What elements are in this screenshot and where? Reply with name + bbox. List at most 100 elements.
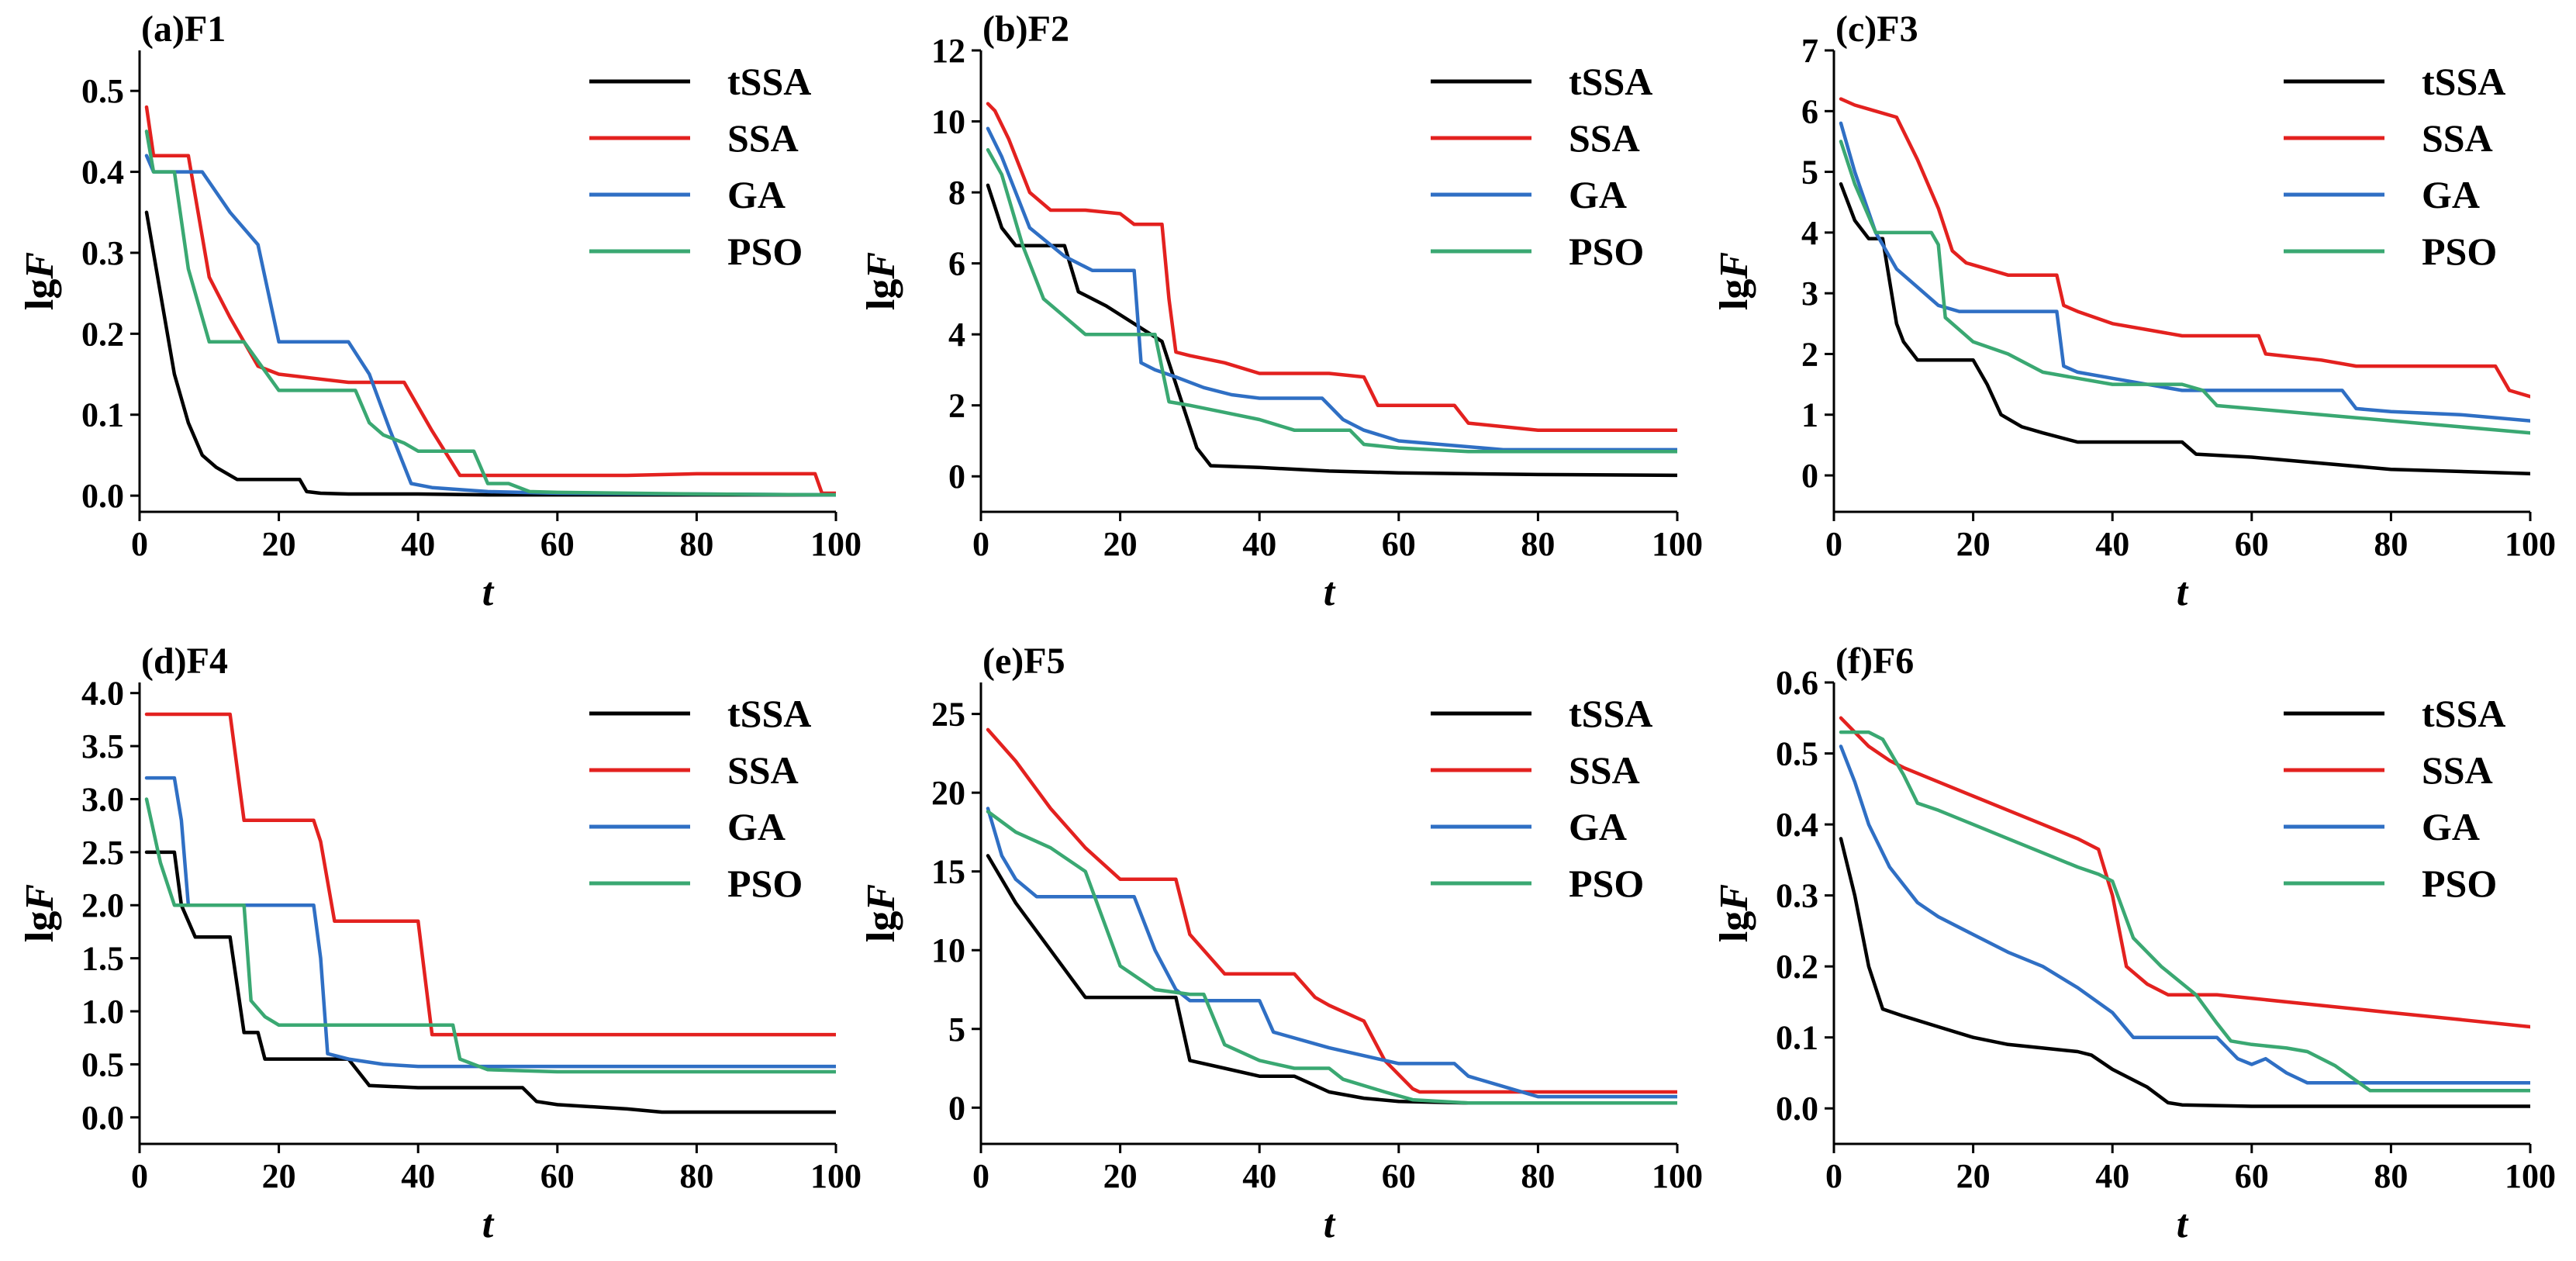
chart-6-ylabel: lgF [1712,884,1756,942]
chart-3-series-ssa [1839,97,2530,399]
chart-6-xtick-label: 100 [2505,1157,2556,1195]
chart-2-xtick-label: 40 [1242,525,1276,563]
chart-3-legend-label-tssa: tSSA [2422,60,2505,103]
chart-1-series-ga [144,154,836,497]
chart-2-legend-label-pso: PSO [1569,230,1644,273]
chart-5-series-group [986,727,1677,1105]
chart-5-series-ga [986,807,1677,1099]
chart-6-xtick-label: 60 [2235,1157,2269,1195]
chart-2-legend-label-tssa: tSSA [1569,60,1652,103]
chart-4-ytick-label: 0.5 [81,1045,124,1083]
chart-4: 0 20 40 60 80 100 0.0 0.5 1.0 1.5 2.0 2.5 3.0 3.5 4.0 (… [18,641,862,1246]
chart-2-ylabel-var: F [859,252,903,280]
chart-5-xtick-label: 100 [1652,1157,1703,1195]
chart-5-ytick-label: 25 [931,696,965,734]
chart-4-xtick-label: 20 [262,1157,296,1195]
chart-6: 0 20 40 60 80 100 0.0 0.1 0.2 0.3 0.4 0.5 0.6 (f)F6 t l… [1712,641,2556,1246]
chart-4-series-ga [144,776,836,1069]
chart-5-xtick-label: 80 [1521,1157,1555,1195]
chart-4-ylabel: lgF [18,884,62,942]
chart-5-legend-label-pso: PSO [1569,862,1644,905]
chart-6-xtick-label: 40 [2095,1157,2129,1195]
chart-2-legend-label-ssa: SSA [1569,116,1640,160]
chart-2-title: (b)F2 [982,9,1069,50]
chart-6-legend-label-pso: PSO [2422,862,2497,905]
chart-5-legend-label-ga: GA [1569,805,1627,848]
chart-5-series-pso [986,810,1677,1105]
chart-6-legend-label-ssa: SSA [2422,748,2493,792]
chart-4-legend-label-pso: PSO [727,862,803,905]
chart-4-xtick-label: 40 [401,1157,435,1195]
chart-3-ytick-label: 4 [1801,214,1818,252]
chart-1-ylabel: lgF [18,252,62,310]
chart-2-xtick-label: 60 [1382,525,1416,563]
chart-6-xlabel: t [2177,1202,2189,1246]
chart-3-ylabel-prefix: lg [1712,279,1756,310]
chart-2-xtick-label: 20 [1103,525,1138,563]
chart-5-legend: tSSA SSA GA PSO [1431,692,1652,905]
chart-5-ytick-label: 15 [931,853,965,891]
chart-5-ytick-label: 20 [931,774,965,812]
chart-1-xtick-label: 0 [131,525,148,563]
chart-3-ytick-label: 1 [1801,396,1818,434]
chart-4-series-ssa [144,712,836,1037]
chart-2-ytick-label: 10 [931,103,965,141]
chart-5-xtick-label: 60 [1382,1157,1416,1195]
chart-2-xlabel: t [1324,570,1336,614]
chart-1-legend-label-ga: GA [727,173,786,216]
chart-3-xtick-label: 80 [2374,525,2408,563]
chart-4-legend-label-ga: GA [727,805,786,848]
chart-6-ytick-label: 0.5 [1776,735,1818,773]
chart-3-ytick-label: 6 [1801,92,1818,130]
chart-4-series-tssa [144,850,836,1114]
chart-1-ytick-label: 0.2 [81,315,124,353]
chart-2-xtick-label: 100 [1652,525,1703,563]
chart-2-series-pso [986,147,1677,454]
chart-5-legend-label-ssa: SSA [1569,748,1640,792]
chart-3-ytick-label: 3 [1801,275,1818,313]
chart-1-legend: tSSA SSA GA PSO [589,60,811,273]
chart-4-xtick-label: 0 [131,1157,148,1195]
chart-4-ytick-label: 0.0 [81,1099,124,1137]
chart-1-title: (a)F1 [141,9,226,50]
chart-3-xlabel: t [2177,570,2189,614]
chart-1-xtick-label: 100 [810,525,862,563]
chart-4-xtick-label: 60 [540,1157,575,1195]
chart-4-ytick-label: 4.0 [81,675,124,713]
chart-4-xtick-label: 100 [810,1157,862,1195]
chart-4-legend: tSSA SSA GA PSO [589,692,811,905]
chart-3-xtick-label: 100 [2505,525,2556,563]
chart-1-ylabel-var: F [18,252,62,280]
chart-4-ytick-label: 3.5 [81,727,124,765]
chart-4-ytick-label: 1.0 [81,993,124,1031]
chart-6-series-ga [1839,745,2530,1085]
chart-2-series-ga [986,126,1677,452]
chart-2-xtick-label: 80 [1521,525,1555,563]
chart-3-legend: tSSA SSA GA PSO [2284,60,2505,273]
chart-3-legend-label-ga: GA [2422,173,2480,216]
chart-3-title: (c)F3 [1835,9,1918,50]
chart-5-ytick-label: 10 [931,931,965,969]
chart-3-ylabel-var: F [1712,252,1756,280]
chart-1-series-tssa [144,210,836,497]
chart-2-legend-label-ga: GA [1569,173,1627,216]
chart-6-series-pso [1839,730,2530,1093]
chart-3-ytick-label: 2 [1801,335,1818,373]
chart-3: 0 20 40 60 80 10001234567(c)F3tlgFtSSASSAGAPS… [1712,9,2556,614]
chart-2-ytick-label: 4 [948,316,965,354]
chart-1-ytick-label: 0.1 [81,396,124,434]
chart-2-ytick-label: 2 [948,387,965,425]
chart-5-xlabel: t [1324,1202,1336,1246]
chart-6-series-tssa [1839,837,2530,1108]
chart-1-series-pso [144,130,836,497]
chart-4-ytick-label: 2.0 [81,886,124,924]
chart-2-ylabel-prefix: lg [859,279,903,310]
chart-2-ytick-label: 6 [948,245,965,283]
chart-3-xtick-label: 60 [2235,525,2269,563]
chart-4-ytick-label: 2.5 [81,834,124,872]
chart-5-series-ssa [986,727,1677,1094]
chart-6-ytick-label: 0.2 [1776,948,1818,986]
chart-6-legend: tSSA SSA GA PSO [2284,692,2505,905]
chart-2-series-ssa [986,102,1677,432]
chart-1-legend-label-ssa: SSA [727,116,799,160]
